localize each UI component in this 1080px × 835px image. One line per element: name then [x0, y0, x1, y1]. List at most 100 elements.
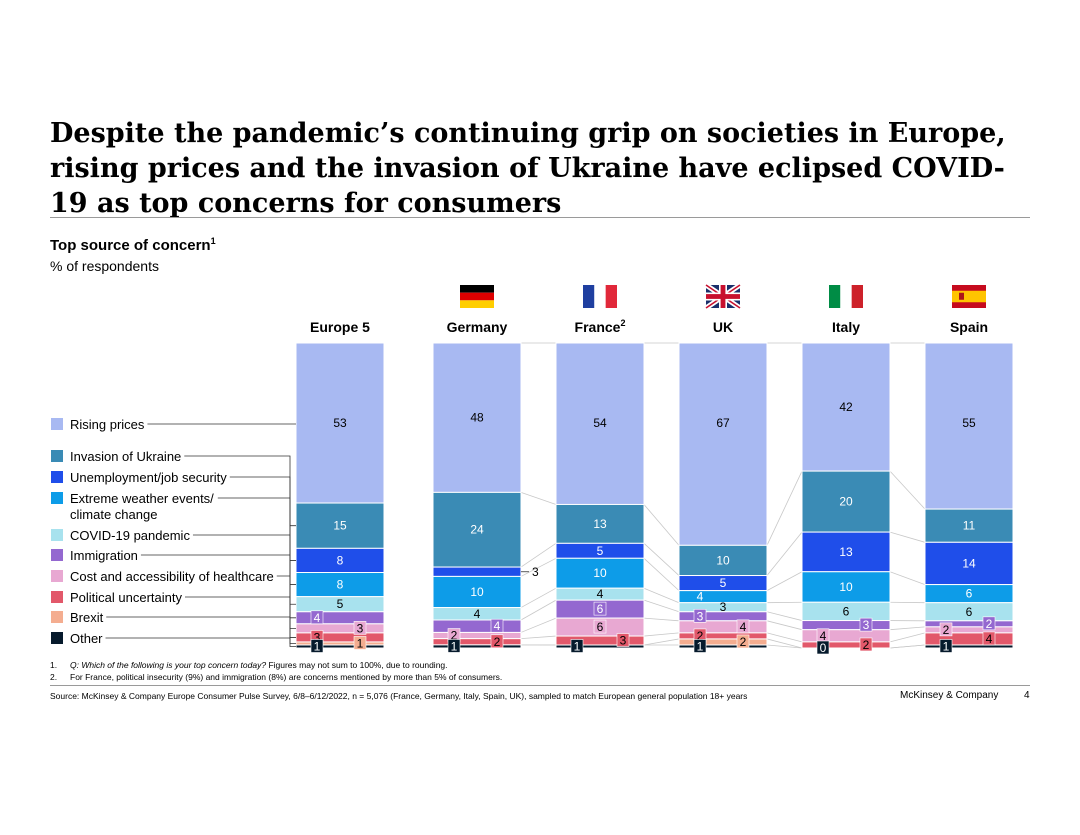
value-label-box	[570, 639, 584, 653]
value-label-germany-cost-and-accessibility-of-healthcare: 2	[451, 629, 458, 643]
value-label-italy-cost-and-accessibility-of-healthcare: 4	[820, 629, 827, 643]
segment-connector	[520, 617, 557, 633]
italy-flag-icon	[851, 285, 863, 308]
value-label-france-extreme-weather-events-climate-change: 10	[593, 566, 607, 580]
segment-connector	[889, 470, 926, 510]
bar-europe-5-other	[295, 644, 385, 649]
value-label-uk-extreme-weather-events-climate-change: 4	[697, 590, 704, 604]
value-label-france-unemployment-job-security: 5	[597, 544, 604, 558]
legend-leader-line	[106, 616, 296, 644]
segment-connector	[766, 632, 803, 643]
legend-label-covid-19-pandemic: COVID-19 pandemic	[70, 528, 190, 543]
value-label-box	[490, 634, 504, 649]
germany-flag-icon	[460, 292, 494, 301]
legend-swatch-covid-19-pandemic	[51, 529, 63, 541]
segment-connector	[643, 587, 680, 604]
bar-europe-5-rising-prices	[295, 342, 385, 504]
legend-swatch-extreme-weather-events-climate-change	[51, 492, 63, 504]
segment-connector	[643, 638, 680, 646]
bar-italy-rising-prices	[801, 342, 891, 472]
segment-connector	[520, 599, 557, 621]
bar-italy-unemployment-job-security	[801, 531, 891, 573]
value-label-box	[490, 618, 504, 633]
bar-europe-5-immigration	[295, 611, 385, 625]
value-label-france-other: 1	[574, 640, 581, 654]
value-label-box	[693, 608, 707, 623]
bar-germany-rising-prices	[432, 342, 522, 493]
segment-connector	[889, 531, 926, 543]
category-label-europe-5: Europe 5	[310, 319, 370, 335]
legend-swatch-unemployment-job-security	[51, 471, 63, 483]
segment-connector	[520, 492, 557, 505]
value-label-uk-immigration: 3	[697, 609, 704, 623]
france-flag-icon	[583, 285, 595, 308]
legend-swatch-invasion-of-ukraine	[51, 450, 63, 462]
value-label-spain-unemployment-job-security: 14	[962, 556, 976, 570]
value-label-france-invasion-of-ukraine: 13	[593, 517, 607, 531]
chart-title: Top source of concern1	[50, 236, 216, 254]
bar-uk-invasion-of-ukraine	[678, 544, 768, 577]
bar-uk-cost-and-accessibility-of-healthcare	[678, 620, 768, 634]
category-label-france: France2	[575, 318, 626, 335]
category-label-germany: Germany	[447, 319, 508, 335]
value-label-germany-immigration: 4	[494, 619, 501, 633]
bar-germany-cost-and-accessibility-of-healthcare	[432, 631, 522, 640]
legend-leader-line	[276, 575, 296, 629]
value-label-italy-covid-19-pandemic: 6	[843, 604, 850, 618]
legend-leader-line	[140, 554, 296, 619]
value-label-spain-extreme-weather-events-climate-change: 6	[966, 587, 973, 601]
value-label-uk-brexit: 2	[740, 635, 747, 649]
page-number: 4	[1024, 690, 1030, 701]
bar-france-extreme-weather-events-climate-change	[555, 557, 645, 589]
value-label-spain-other: 1	[943, 639, 950, 653]
value-label-europe-5-cost-and-accessibility-of-healthcare: 3	[357, 621, 364, 635]
value-label-italy-political-uncertainty: 2	[863, 638, 870, 652]
value-label-spain-cost-and-accessibility-of-healthcare: 2	[943, 623, 950, 637]
bar-germany-invasion-of-ukraine	[432, 491, 522, 568]
chart-units: % of respondents	[50, 258, 159, 274]
legend-swatch-rising-prices	[51, 418, 63, 430]
bar-germany-unemployment-job-security	[432, 566, 522, 577]
value-label-box	[447, 639, 461, 653]
segment-connector	[766, 571, 803, 591]
value-label-germany-covid-19-pandemic: 4	[474, 607, 481, 621]
value-label-europe-5-rising-prices: 53	[333, 416, 347, 430]
value-label-europe-5-invasion-of-ukraine: 15	[333, 519, 347, 533]
bar-france-invasion-of-ukraine	[555, 503, 645, 544]
value-label-europe-5-other: 1	[314, 639, 321, 653]
value-label-europe-5-unemployment-job-security: 8	[337, 553, 344, 567]
value-label-europe-5-extreme-weather-events-climate-change: 8	[337, 578, 344, 592]
value-label-italy-immigration: 3	[863, 618, 870, 632]
segment-connector	[766, 470, 803, 546]
value-label-europe-5-covid-19-pandemic: 5	[337, 597, 344, 611]
segment-connector	[643, 558, 680, 591]
legend-swatch-other	[51, 632, 63, 644]
value-label-europe-5-brexit: 1	[357, 636, 364, 650]
value-label-box	[693, 639, 707, 653]
bar-europe-5-cost-and-accessibility-of-healthcare	[295, 623, 385, 634]
bar-italy-political-uncertainty	[801, 641, 891, 649]
bar-france-political-uncertainty	[555, 635, 645, 646]
legend-swatch-immigration	[51, 549, 63, 561]
value-label-box	[310, 639, 324, 653]
segment-connector	[889, 571, 926, 585]
footnote-1: 1. Q: Which of the following is your top …	[50, 660, 448, 670]
segment-connector	[889, 632, 926, 643]
bar-italy-immigration	[801, 620, 891, 631]
value-label-italy-invasion-of-ukraine: 20	[839, 495, 853, 509]
value-label-spain-covid-19-pandemic: 6	[966, 605, 973, 619]
value-label-uk-political-uncertainty: 2	[697, 629, 704, 643]
segment-connector	[643, 632, 680, 637]
source-note: Source: McKinsey & Company Europe Consum…	[50, 691, 748, 701]
legend-label-other: Other	[70, 631, 103, 646]
value-label-europe-5-political-uncertainty: 3	[314, 630, 321, 644]
bar-uk-rising-prices	[678, 342, 768, 546]
bar-uk-political-uncertainty	[678, 632, 768, 640]
value-label-italy-other: 0	[820, 641, 827, 655]
legend-label-immigration: Immigration	[70, 548, 138, 563]
bar-uk-brexit	[678, 638, 768, 646]
segment-connector	[766, 620, 803, 631]
value-label-italy-unemployment-job-security: 13	[839, 545, 853, 559]
value-label-box	[736, 619, 750, 634]
